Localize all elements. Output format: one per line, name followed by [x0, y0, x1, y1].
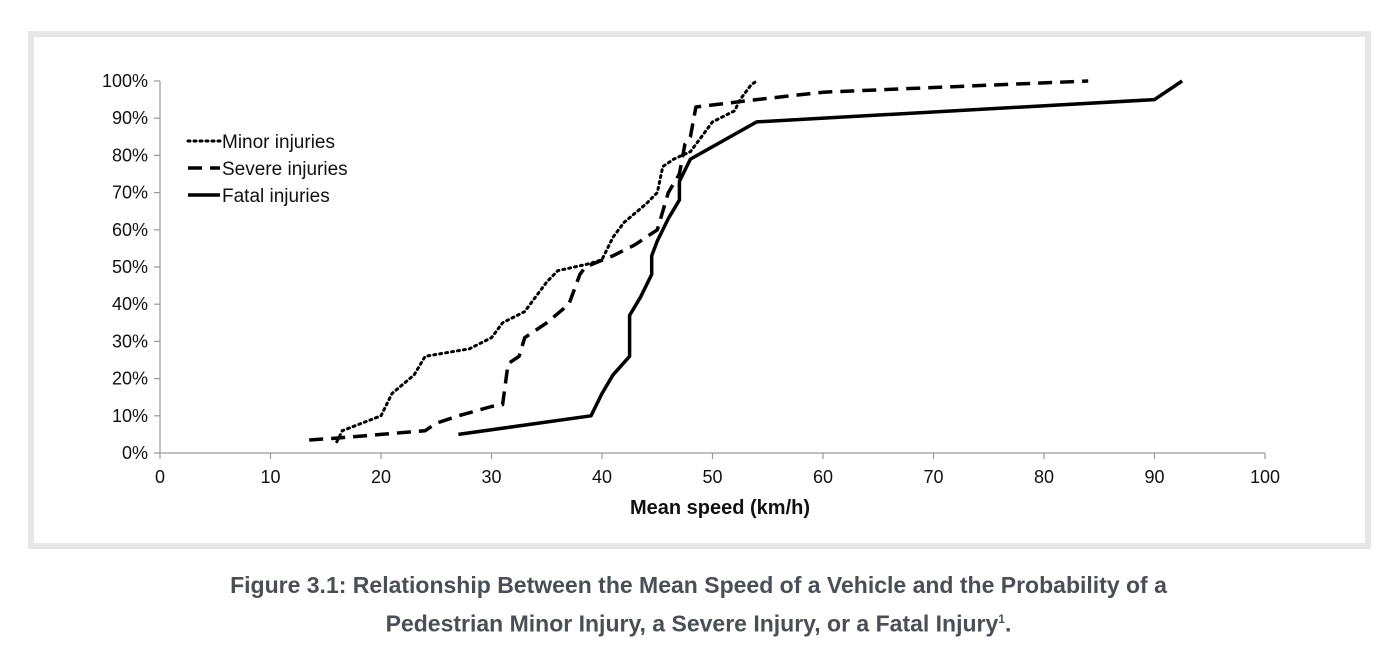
- y-tick-label: 40%: [112, 294, 148, 314]
- x-tick-label: 90: [1144, 467, 1164, 487]
- caption-line-2: Pedestrian Minor Injury, a Severe Injury…: [0, 602, 1397, 641]
- x-tick-label: 60: [813, 467, 833, 487]
- x-tick-label: 70: [923, 467, 943, 487]
- y-tick-label: 70%: [112, 183, 148, 203]
- x-axis-title: Mean speed (km/h): [630, 497, 810, 519]
- chart-legend: Minor injuries Severe injuries Fatal injur…: [186, 132, 348, 207]
- y-tick-label: 90%: [112, 108, 148, 128]
- y-tick-label: 50%: [112, 257, 148, 277]
- caption-footnote: 1: [998, 612, 1005, 626]
- figure-caption: Figure 3.1: Relationship Between the Mea…: [0, 568, 1397, 641]
- y-tick-label: 30%: [112, 331, 148, 351]
- chart-axes: 0 10 20 30 40 50 60 70 80 90 100 0% 10% 20% 30% 40% 50% 6…: [102, 71, 1280, 487]
- chart-series-lines: [309, 79, 1184, 444]
- chart-frame: [28, 31, 1371, 549]
- y-tick-label: 20%: [112, 369, 148, 389]
- legend-label-fatal-injuries: Fatal injuries: [222, 186, 330, 207]
- series-line-severe-injuries: [309, 79, 1089, 442]
- caption-line-1: Figure 3.1: Relationship Between the Mea…: [230, 572, 1167, 598]
- x-tick-label: 10: [260, 467, 280, 487]
- legend-label-minor-injuries: Minor injuries: [222, 132, 335, 153]
- y-tick-label: 10%: [112, 406, 148, 426]
- caption-line-2-end: .: [1004, 610, 1012, 637]
- legend-label-severe-injuries: Severe injuries: [222, 159, 348, 180]
- x-tick-label: 80: [1034, 467, 1054, 487]
- y-tick-label: 80%: [112, 145, 148, 165]
- x-tick-label: 100: [1250, 467, 1280, 487]
- x-tick-label: 30: [481, 467, 501, 487]
- series-line-fatal-injuries: [458, 79, 1184, 437]
- x-tick-label: 0: [155, 467, 165, 487]
- y-tick-label: 60%: [112, 220, 148, 240]
- caption-line-2-text: Pedestrian Minor Injury, a Severe Injury…: [385, 610, 999, 637]
- x-tick-label: 50: [702, 467, 722, 487]
- y-tick-label: 100%: [102, 71, 148, 91]
- line-chart: 0 10 20 30 40 50 60 70 80 90 100 0% 10% 20% 30% 40% 50% 6…: [102, 71, 1280, 519]
- y-tick-label: 0%: [122, 443, 148, 463]
- x-tick-label: 40: [592, 467, 612, 487]
- x-tick-label: 20: [371, 467, 391, 487]
- series-line-minor-injuries: [335, 79, 759, 444]
